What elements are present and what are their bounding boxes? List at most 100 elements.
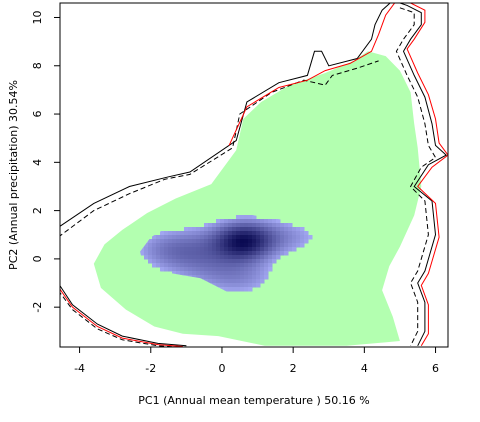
density-cell xyxy=(188,231,193,236)
density-cell xyxy=(224,251,229,256)
density-cell xyxy=(212,243,217,248)
density-cell xyxy=(192,267,197,272)
x-tick-label: -4 xyxy=(74,362,85,375)
density-cell xyxy=(248,283,253,288)
density-cell xyxy=(248,247,253,252)
density-cell xyxy=(212,259,217,264)
density-cell xyxy=(180,247,185,252)
density-cell xyxy=(208,227,213,232)
density-cell xyxy=(292,235,297,240)
density-cell xyxy=(212,239,217,244)
density-cell xyxy=(268,243,273,248)
density-cell xyxy=(236,227,241,232)
density-cell xyxy=(288,235,293,240)
density-cell xyxy=(280,235,285,240)
density-cell xyxy=(188,263,193,268)
density-cell xyxy=(244,279,249,284)
density-cell xyxy=(148,243,153,248)
density-cell xyxy=(204,239,209,244)
density-cell xyxy=(260,275,265,280)
density-cell xyxy=(232,271,237,276)
density-cell xyxy=(260,231,265,236)
density-cell xyxy=(240,259,245,264)
density-cell xyxy=(248,267,253,272)
density-cell xyxy=(256,231,261,236)
density-cell xyxy=(244,263,249,268)
density-cell xyxy=(228,247,233,252)
density-cell xyxy=(256,271,261,276)
density-cell xyxy=(200,239,205,244)
density-cell xyxy=(240,231,245,236)
density-cell xyxy=(204,267,209,272)
density-cell xyxy=(236,267,241,272)
density-cell xyxy=(228,271,233,276)
density-cell xyxy=(232,283,237,288)
density-cell xyxy=(256,267,261,272)
density-cell xyxy=(168,239,173,244)
y-tick-label: -2 xyxy=(31,302,44,313)
density-cell xyxy=(212,247,217,252)
density-cell xyxy=(180,231,185,236)
density-surface xyxy=(140,215,313,292)
density-cell xyxy=(228,255,233,260)
y-tick-label: 6 xyxy=(31,111,44,118)
density-cell xyxy=(184,271,189,276)
density-cell xyxy=(300,227,305,232)
density-cell xyxy=(196,235,201,240)
density-cell xyxy=(244,215,249,220)
density-cell xyxy=(200,271,205,276)
density-cell xyxy=(232,243,237,248)
density-cell xyxy=(204,227,209,232)
density-cell xyxy=(224,247,229,252)
density-cell xyxy=(248,251,253,256)
density-cell xyxy=(260,227,265,232)
density-cell xyxy=(252,263,257,268)
density-cell xyxy=(244,243,249,248)
density-cell xyxy=(192,243,197,248)
density-cell xyxy=(216,279,221,284)
density-cell xyxy=(224,239,229,244)
density-cell xyxy=(224,255,229,260)
density-cell xyxy=(180,267,185,272)
density-cell xyxy=(224,271,229,276)
density-cell xyxy=(172,235,177,240)
density-cell xyxy=(288,247,293,252)
density-cell xyxy=(180,263,185,268)
density-cell xyxy=(212,267,217,272)
density-cell xyxy=(152,251,157,256)
density-cell xyxy=(248,259,253,264)
density-cell xyxy=(156,243,161,248)
density-cell xyxy=(252,223,257,228)
density-cell xyxy=(224,227,229,232)
density-cell xyxy=(192,227,197,232)
density-cell xyxy=(244,283,249,288)
density-cell xyxy=(264,275,269,280)
density-cell xyxy=(200,243,205,248)
density-cell xyxy=(180,239,185,244)
density-cell xyxy=(144,243,149,248)
density-cell xyxy=(256,275,261,280)
density-cell xyxy=(244,223,249,228)
density-cell xyxy=(260,247,265,252)
density-cell xyxy=(188,259,193,264)
density-cell xyxy=(252,219,257,224)
density-cell xyxy=(184,251,189,256)
density-cell xyxy=(160,263,165,268)
density-cell xyxy=(148,259,153,264)
density-cell xyxy=(140,251,145,256)
density-cell xyxy=(300,231,305,236)
density-cell xyxy=(256,223,261,228)
density-cell xyxy=(228,231,233,236)
density-cell xyxy=(268,247,273,252)
density-cell xyxy=(220,239,225,244)
density-cell xyxy=(200,251,205,256)
density-cell xyxy=(220,227,225,232)
density-cell xyxy=(164,251,169,256)
density-cell xyxy=(216,231,221,236)
density-cell xyxy=(292,247,297,252)
density-cell xyxy=(248,279,253,284)
density-cell xyxy=(196,243,201,248)
density-cell xyxy=(240,243,245,248)
density-cell xyxy=(168,235,173,240)
density-cell xyxy=(280,247,285,252)
